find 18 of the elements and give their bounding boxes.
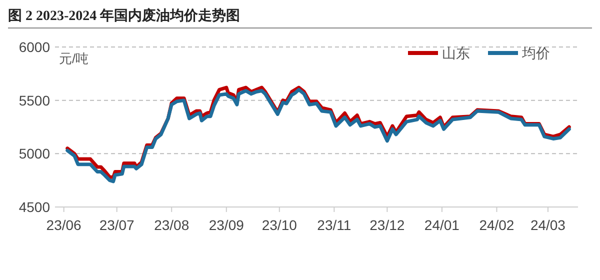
- y-tick-label: 6000: [18, 39, 50, 55]
- x-tick-label: 23/06: [46, 217, 82, 233]
- legend-label: 均价: [521, 45, 550, 61]
- x-tick-label: 24/01: [424, 217, 460, 233]
- chart-title: 图 2 2023-2024 年国内废油均价走势图: [8, 7, 240, 24]
- y-tick-label: 5000: [18, 146, 50, 162]
- x-tick-label: 23/10: [262, 217, 298, 233]
- x-tick-label: 23/08: [154, 217, 190, 233]
- x-tick-label: 24/02: [479, 217, 514, 233]
- y-axis-title: 元/吨: [59, 51, 89, 66]
- y-tick-label: 4500: [18, 199, 50, 215]
- x-tick-label: 23/07: [99, 217, 135, 233]
- x-tick-label: 23/12: [370, 217, 405, 233]
- x-tick-label: 23/11: [317, 217, 352, 233]
- y-tick-label: 5500: [18, 92, 50, 108]
- legend-label: 山东: [442, 45, 470, 61]
- x-tick-label: 23/09: [208, 217, 244, 233]
- x-tick-label: 24/03: [530, 217, 566, 233]
